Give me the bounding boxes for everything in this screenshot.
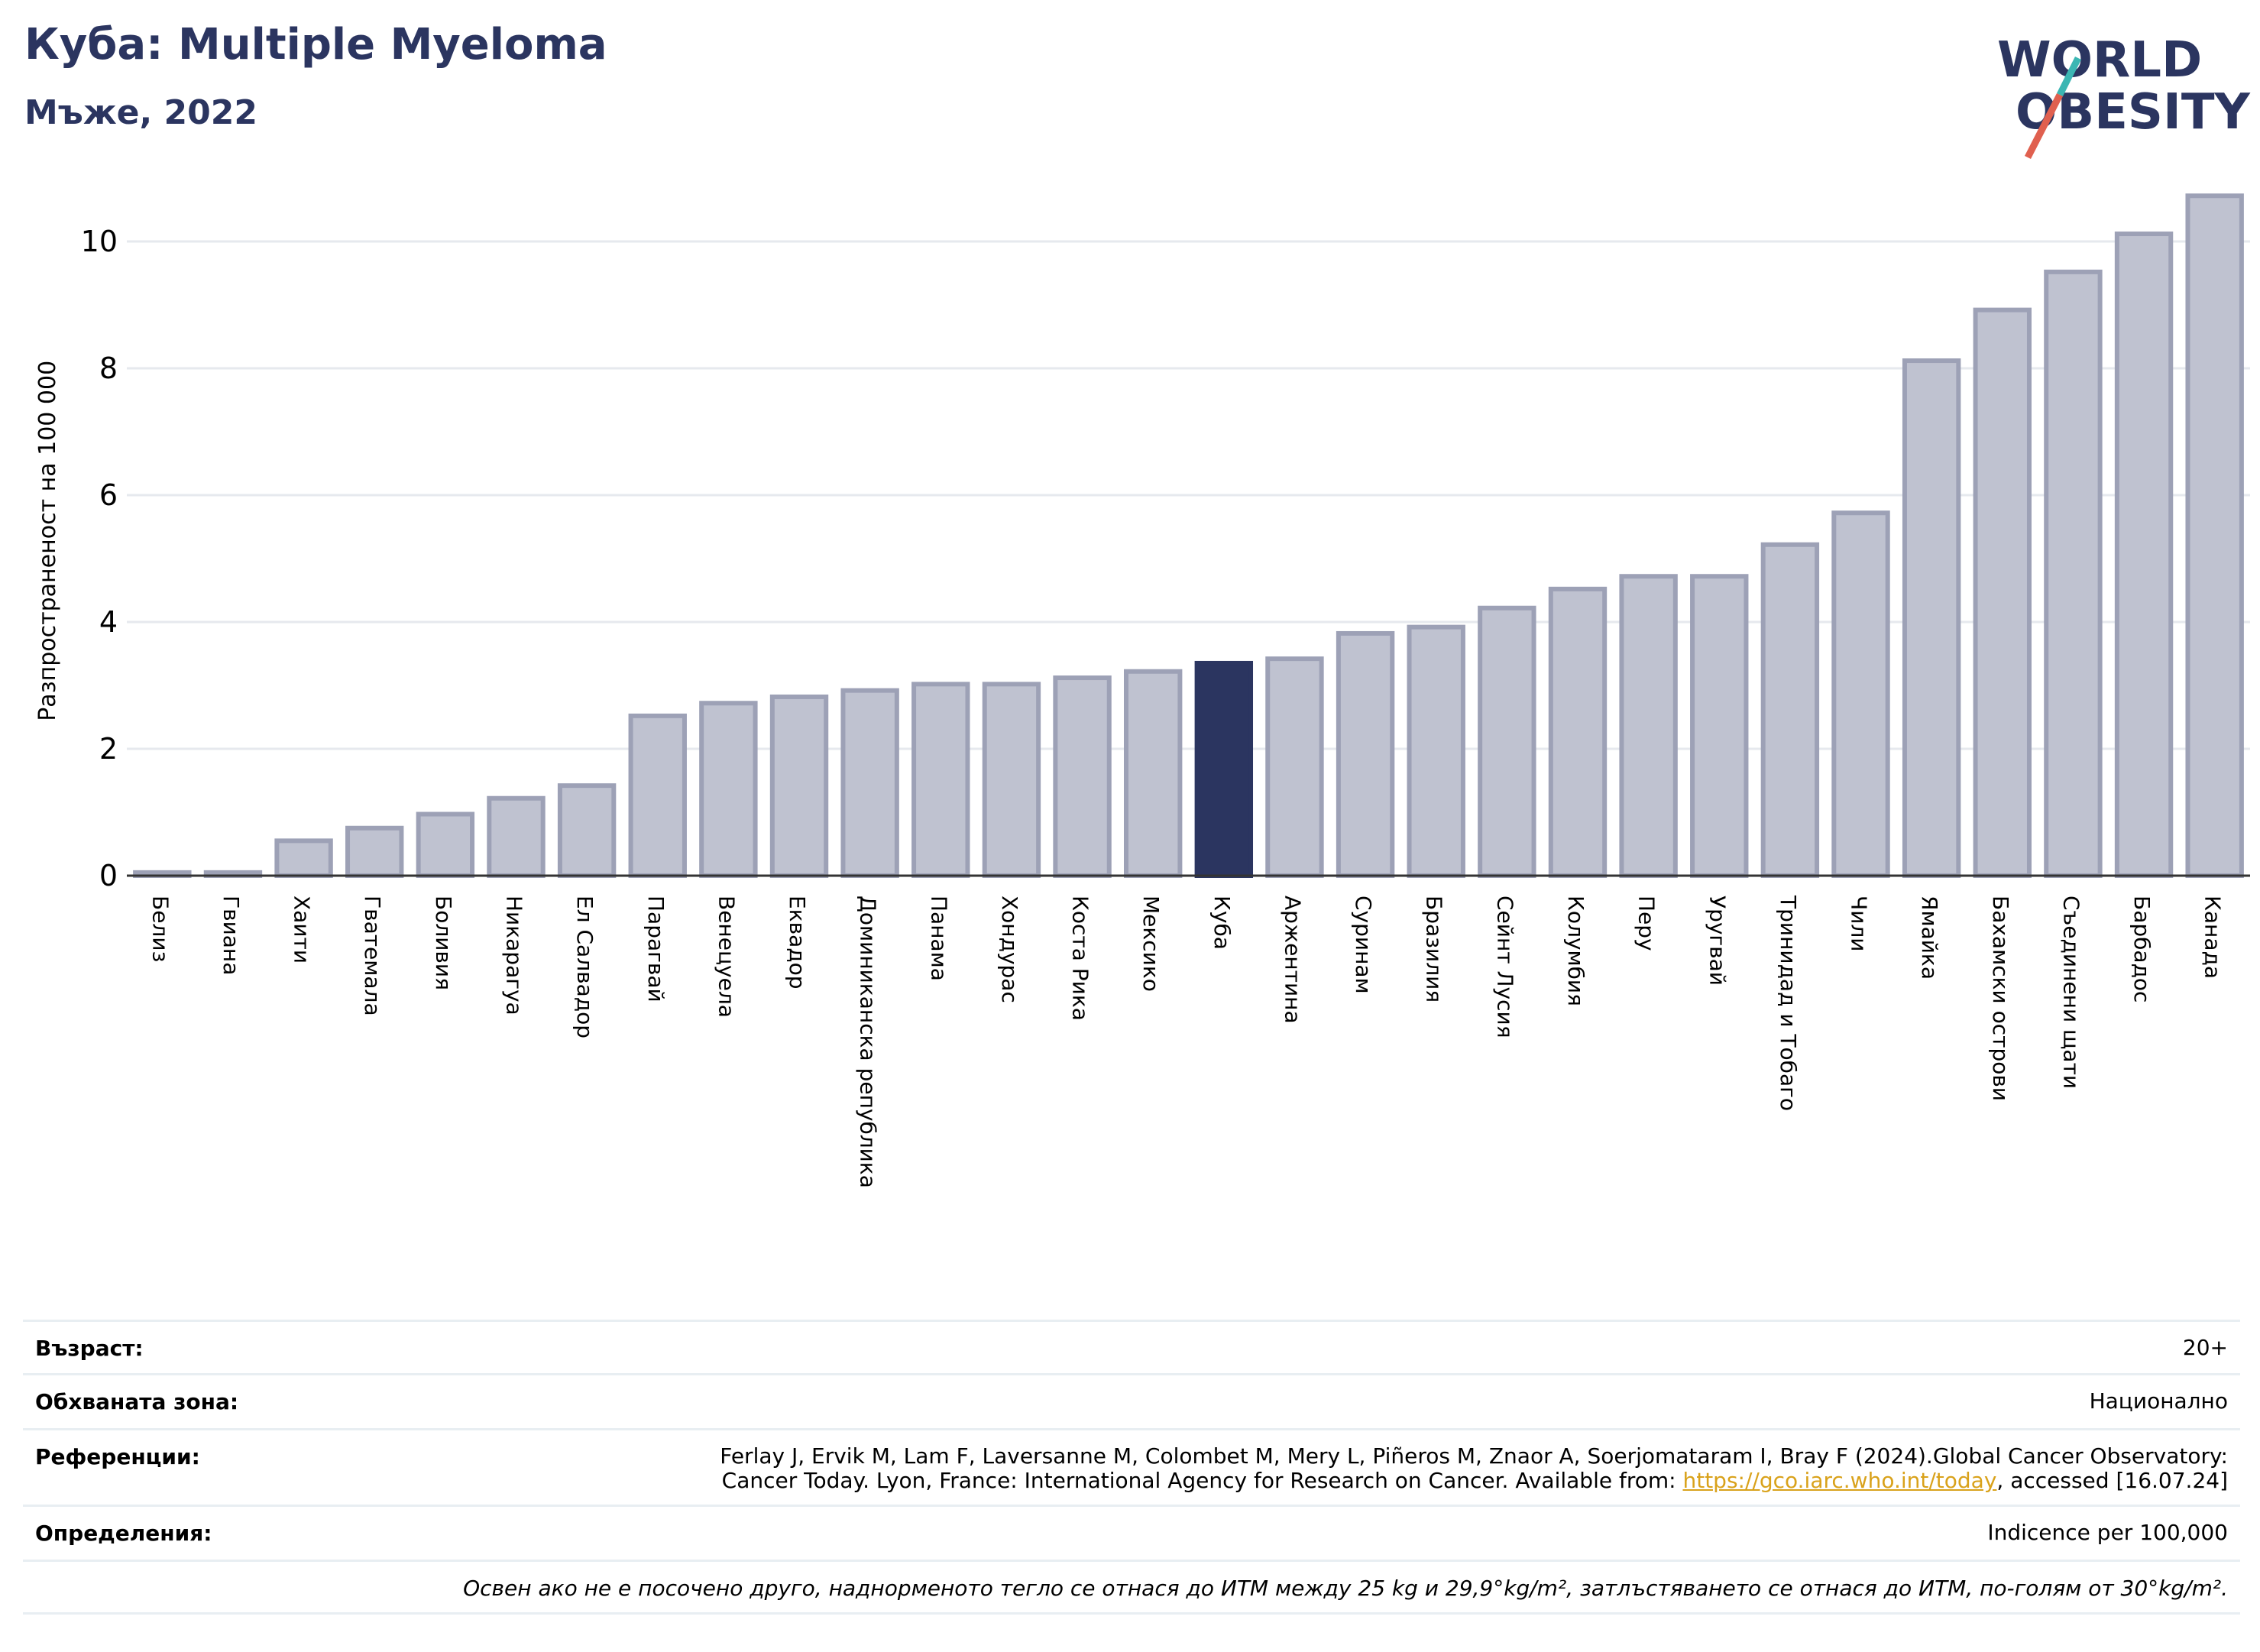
references-line2-post: , accessed [16.07.24]: [1996, 1468, 2228, 1493]
x-tick-label: Чили: [1847, 896, 1872, 952]
x-tick-label: Канада: [2200, 896, 2226, 979]
bar: [1407, 624, 1465, 878]
references-link[interactable]: https://gco.iarc.who.int/today: [1682, 1468, 1997, 1493]
definitions-value: Indicence per 100,000: [1987, 1520, 2228, 1545]
bar: [2044, 269, 2103, 878]
x-tick-label: Куба: [1209, 896, 1235, 950]
x-tick-label: Гватемала: [360, 896, 385, 1016]
bar: [487, 795, 546, 878]
x-tick-label: Ямайка: [1917, 896, 1942, 980]
x-tick-labels: Белиз Гвиана Хаити Гватемала Боливия Никарагу…: [147, 895, 2225, 1188]
references-value: Ferlay J, Ervik M, Lam F, Laversanne M, …: [720, 1444, 2228, 1493]
x-tick-label: Сейнт Лусия: [1492, 896, 1517, 1038]
bar: [1478, 605, 1536, 878]
x-tick-label: Никарагуа: [501, 896, 526, 1015]
bar: [557, 783, 617, 879]
references-line2-pre: Cancer Today. Lyon, France: Internationa…: [721, 1468, 1683, 1493]
y-tick-label: 10: [81, 225, 118, 258]
bar: [416, 811, 475, 878]
x-tick-label: Хондурас: [997, 896, 1022, 1003]
info-row-coverage: Обхваната зона: Национално: [23, 1373, 2240, 1428]
x-tick-label: Бразилия: [1422, 896, 1447, 1003]
logo-slash-teal: [2056, 56, 2082, 97]
info-table: Възраст: 20+ Обхваната зона: Национално …: [23, 1320, 2240, 1615]
coverage-label: Обхваната зона:: [35, 1389, 239, 1414]
bar: [699, 701, 758, 878]
bar: [1053, 675, 1112, 878]
x-tick-label: Панама: [926, 896, 951, 981]
y-axis-label: Разпространеност на 100 000: [34, 361, 61, 721]
references-line1: Ferlay J, Ervik M, Lam F, Laversanne M, …: [720, 1443, 2228, 1469]
x-tick-label: Доминиканска република: [856, 896, 881, 1188]
bar: [628, 713, 687, 879]
bars: [133, 193, 2244, 879]
chart-title: Куба: Multiple Myeloma: [24, 20, 607, 70]
x-tick-label: Венецуела: [714, 896, 739, 1018]
age-label: Възраст:: [35, 1336, 144, 1361]
info-row-references: Референции: Ferlay J, Ervik M, Lam F, La…: [23, 1428, 2240, 1505]
x-tick-label: Уругвай: [1705, 896, 1730, 986]
bar: [1265, 656, 1324, 878]
bar-highlight: [1194, 660, 1254, 878]
bar: [2114, 232, 2174, 879]
x-tick-label: Перу: [1634, 896, 1659, 951]
bar: [1902, 358, 1961, 879]
definitions-label: Определения:: [35, 1521, 212, 1546]
y-tick-label: 2: [99, 732, 118, 766]
x-tick-label: Белиз: [147, 896, 173, 962]
x-tick-label: Бахамски острови: [1988, 896, 2013, 1101]
x-tick-label: Съединени щати: [2058, 896, 2084, 1089]
bar: [274, 838, 333, 878]
x-tick-label: Тринидад и Тобаго: [1776, 895, 1801, 1111]
bar: [2185, 193, 2244, 878]
y-tick-label: 4: [99, 605, 118, 639]
x-tick-label: Суринам: [1351, 896, 1376, 994]
bar: [1619, 574, 1678, 878]
bar: [1973, 307, 2032, 878]
bar: [1548, 586, 1608, 879]
bar: [1123, 669, 1183, 878]
x-tick-label: Ел Салвадор: [572, 896, 597, 1038]
footnote: Освен ако не е посочено друго, наднормен…: [463, 1576, 2228, 1601]
x-tick-label: Барбадос: [2129, 896, 2155, 1003]
logo-line1: WORLD: [1997, 32, 2202, 89]
x-tick-label: Гвиана: [219, 896, 244, 975]
x-tick-label: Коста Рика: [1068, 896, 1093, 1021]
chart-subtitle: Мъже, 2022: [24, 93, 257, 132]
info-row-age: Възраст: 20+: [23, 1320, 2240, 1373]
y-tick-label: 0: [99, 859, 118, 892]
bar: [840, 688, 899, 879]
x-tick-label: Хаити: [290, 896, 315, 964]
bar-chart: Белиз Гвиана Хаити Гватемала Боливия Никарагу…: [34, 193, 2250, 1188]
references-label: Референции:: [35, 1444, 200, 1469]
bar: [1336, 630, 1395, 878]
bar: [911, 682, 970, 879]
info-row-definitions: Определения: Indicence per 100,000: [23, 1505, 2240, 1560]
info-row-note: Освен ако не е посочено друго, наднормен…: [23, 1560, 2240, 1615]
x-tick-label: Еквадор: [785, 896, 810, 990]
x-tick-label: Мексико: [1138, 896, 1164, 992]
bar: [1831, 510, 1890, 878]
y-tick-labels: 0 2 4 6 8 10: [81, 225, 118, 892]
age-value: 20+: [2182, 1335, 2228, 1360]
logo-slash-red: [2024, 92, 2064, 160]
x-tick-label: Боливия: [431, 896, 456, 990]
world-obesity-logo: WORLD OBESITY: [1997, 32, 2250, 160]
bar: [345, 825, 404, 878]
bar: [982, 682, 1041, 879]
x-tick-label: Аржентина: [1280, 896, 1305, 1024]
coverage-value: Национално: [2089, 1388, 2228, 1414]
bar: [769, 694, 829, 878]
y-tick-label: 8: [99, 351, 118, 385]
y-tick-label: 6: [99, 478, 118, 512]
bar: [1690, 574, 1749, 878]
x-tick-label: Парагвай: [643, 896, 669, 1003]
bar: [1760, 542, 1820, 878]
x-tick-label: Колумбия: [1563, 896, 1588, 1006]
references-line2: Cancer Today. Lyon, France: Internationa…: [720, 1469, 2228, 1493]
